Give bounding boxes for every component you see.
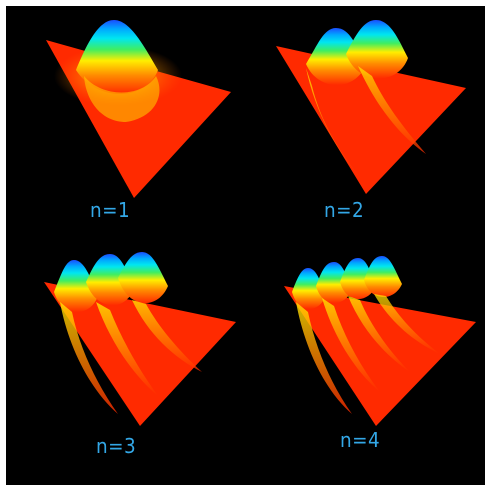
surface-n1 (46, 20, 231, 198)
surface-n2 (276, 20, 466, 194)
surface-n4 (284, 256, 476, 426)
panel-label-n1: n=1 (90, 198, 131, 222)
surface-plots (44, 20, 476, 426)
panel-label-n2: n=2 (324, 198, 365, 222)
panel-label-n4: n=4 (340, 428, 381, 452)
panel-label-n3: n=3 (96, 434, 137, 458)
surface-n3 (44, 252, 236, 426)
figure-stage: n=1 n=2 n=3 n=4 (6, 6, 485, 485)
